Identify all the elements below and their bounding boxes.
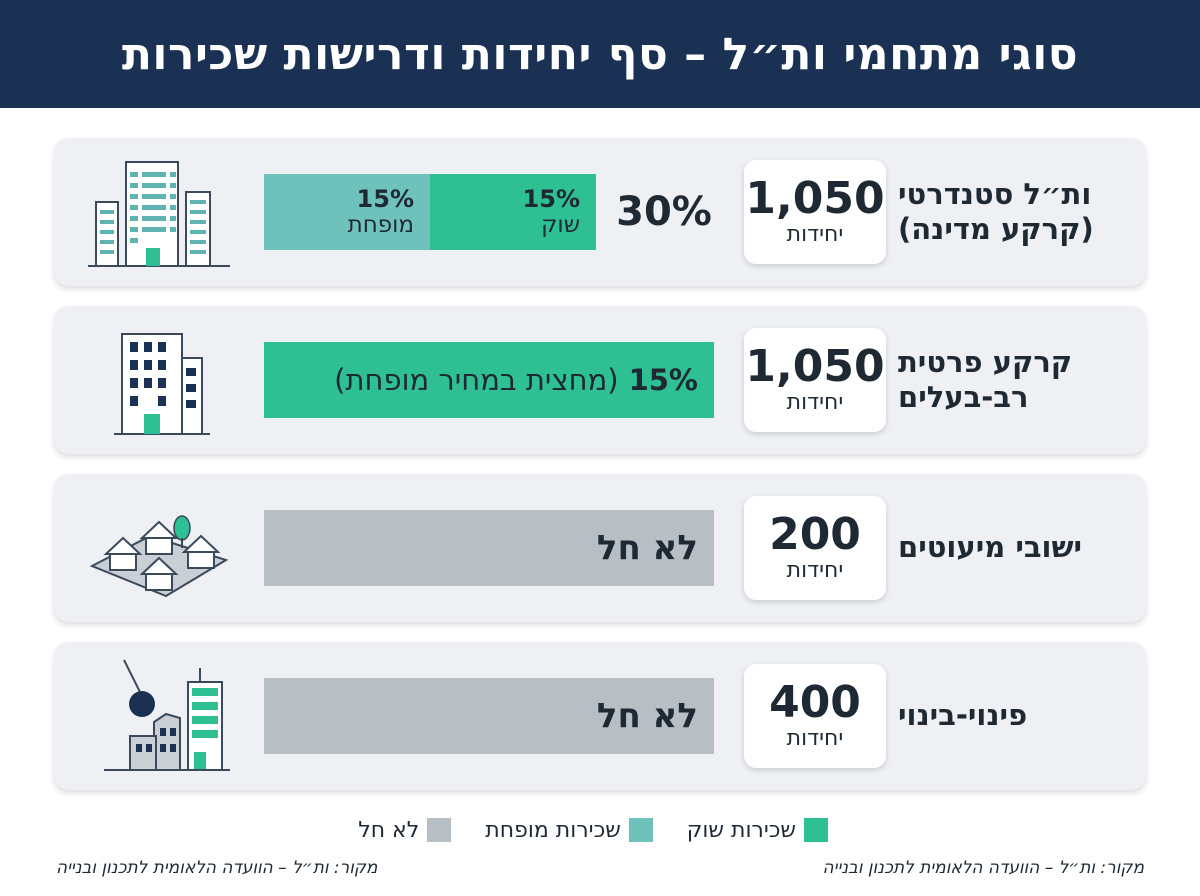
high-rise-buildings-icon bbox=[88, 161, 230, 267]
units-card: 1,050 יחידות bbox=[744, 160, 886, 264]
reduced-rent-segment: 15% מופחת bbox=[264, 174, 430, 250]
legend-item-market: שכירות שוק bbox=[687, 818, 828, 843]
row-label-line1: קרקע פרטית bbox=[898, 344, 1073, 379]
rent-bar: 15% (מחצית במחיר מופחת) bbox=[264, 342, 714, 418]
row-label: פינוי-בינוי bbox=[898, 642, 1118, 790]
units-word: יחידות bbox=[786, 725, 844, 751]
row-label: ישובי מיעוטים bbox=[898, 474, 1118, 622]
row-label-line1: ישובי מיעוטים bbox=[898, 530, 1083, 565]
legend-swatch-market bbox=[804, 818, 828, 842]
row-minority-settlements: ישובי מיעוטים 200 יחידות לא חל bbox=[54, 474, 1146, 622]
row-private-land: קרקע פרטית רב-בעלים 1,050 יחידות 15% (מח… bbox=[54, 306, 1146, 454]
page-title: סוגי מתחמי ות״ל – סף יחידות ודרישות שכיר… bbox=[121, 28, 1079, 80]
legend-swatch-reduced bbox=[628, 818, 653, 842]
source-note-right: מקור: ות״ל – הוועדה הלאומית לתכנון ובניי… bbox=[822, 858, 1144, 878]
market-rent-segment: 15% (מחצית במחיר מופחת) bbox=[264, 342, 714, 418]
units-number: 1,050 bbox=[745, 172, 885, 224]
rent-note: (מחצית במחיר מופחת) bbox=[334, 363, 619, 397]
row-label-line2: (קרקע מדינה) bbox=[898, 212, 1094, 246]
rent-bar: לא חל bbox=[264, 510, 714, 586]
units-number: 1,050 bbox=[745, 340, 885, 392]
legend-label-na: לא חל bbox=[358, 817, 420, 843]
units-card: 1,050 יחידות bbox=[744, 328, 886, 432]
reduced-rent-label: מופחת bbox=[347, 211, 414, 238]
rent-percent: 15% bbox=[628, 363, 698, 397]
row-urban-renewal: פינוי-בינוי 400 יחידות לא חל bbox=[54, 642, 1146, 790]
rent-bar: לא חל bbox=[264, 678, 714, 754]
units-card: 400 יחידות bbox=[744, 664, 886, 768]
row-label: ות״ל סטנדרטי (קרקע מדינה) bbox=[898, 138, 1118, 286]
rent-bar: 15% שוק 15% מופחת bbox=[264, 174, 596, 250]
village-houses-icon bbox=[89, 515, 229, 598]
row-label-line1: פינוי-בינוי bbox=[898, 698, 1028, 733]
legend-item-reduced: שכירות מופחת bbox=[485, 818, 653, 843]
row-standard-vatal: ות״ל סטנדרטי (קרקע מדינה) 1,050 יחידות 3… bbox=[54, 138, 1146, 286]
market-rent-label: שוק bbox=[541, 211, 580, 238]
units-number: 400 bbox=[769, 676, 861, 728]
legend: שכירות שוק שכירות מופחת לא חל bbox=[358, 816, 828, 844]
source-note-left: מקור: ות״ל – הוועדה הלאומית לתכנון ובניי… bbox=[56, 858, 378, 878]
units-card: 200 יחידות bbox=[744, 496, 886, 600]
header-banner: סוגי מתחמי ות״ל – סף יחידות ודרישות שכיר… bbox=[0, 0, 1200, 108]
not-applicable-label: לא חל bbox=[596, 528, 698, 568]
row-label-line2: רב-בעלים bbox=[898, 380, 1029, 414]
legend-swatch-na bbox=[427, 818, 452, 842]
units-number: 200 bbox=[769, 508, 861, 560]
reduced-rent-percent: 15% bbox=[356, 184, 414, 213]
not-applicable-label: לא חל bbox=[596, 696, 698, 736]
row-label-line1: ות״ל סטנדרטי bbox=[898, 176, 1092, 211]
units-word: יחידות bbox=[786, 557, 844, 583]
not-applicable-segment: לא חל bbox=[264, 678, 714, 754]
legend-label-reduced: שכירות מופחת bbox=[485, 817, 621, 843]
units-word: יחידות bbox=[786, 389, 844, 415]
row-label: קרקע פרטית רב-בעלים bbox=[898, 306, 1118, 454]
legend-item-na: לא חל bbox=[358, 817, 452, 843]
market-rent-percent: 15% bbox=[522, 184, 580, 213]
not-applicable-segment: לא חל bbox=[264, 510, 714, 586]
market-rent-segment: 15% שוק bbox=[430, 174, 596, 250]
legend-label-market: שכירות שוק bbox=[686, 817, 796, 843]
office-building-icon bbox=[114, 333, 210, 435]
demolition-wrecking-ball-icon bbox=[104, 659, 230, 771]
total-rent-percent: 30% bbox=[616, 189, 712, 235]
units-word: יחידות bbox=[786, 221, 844, 247]
